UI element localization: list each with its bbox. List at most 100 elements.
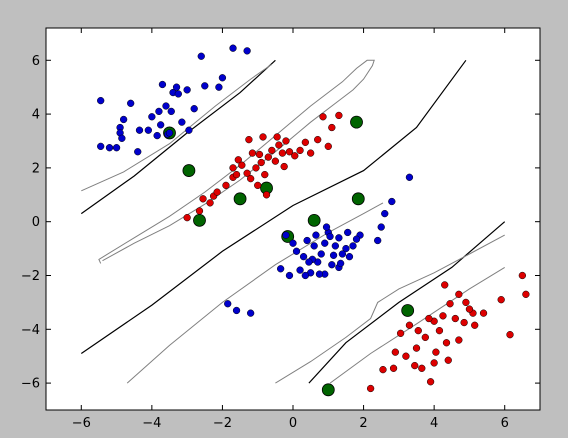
data-point-s0-6 — [148, 113, 156, 121]
data-point-s1-13 — [252, 164, 260, 172]
data-point-s1-24 — [296, 146, 304, 155]
data-point-s0-8 — [157, 121, 165, 129]
data-point-s0-42 — [338, 250, 347, 258]
data-point-s1-28 — [319, 113, 327, 121]
data-point-s1-9 — [238, 161, 246, 169]
data-point-s1-19 — [275, 141, 283, 149]
x-tick-label-0: −6 — [72, 416, 91, 431]
data-point-s1-42 — [455, 290, 463, 298]
data-point-s0-46 — [321, 239, 329, 247]
data-point-s0-71 — [301, 271, 310, 280]
data-point-s1-67 — [497, 296, 505, 304]
axes-background — [46, 28, 540, 410]
data-point-s1-76 — [465, 305, 474, 313]
y-tick-label-5: 4 — [32, 108, 40, 123]
data-point-s0-70 — [329, 251, 338, 259]
data-point-s1-18 — [271, 157, 280, 165]
data-point-s0-14 — [158, 80, 167, 89]
data-point-s1-52 — [435, 326, 444, 335]
data-point-s1-63 — [430, 359, 438, 367]
data-point-s0-4 — [135, 126, 144, 134]
y-tick-label-2: −2 — [21, 269, 40, 284]
data-point-s1-25 — [301, 138, 310, 146]
data-point-s0-41 — [342, 244, 350, 253]
decision-boundary-line-2 — [308, 221, 506, 384]
data-point-s0-19 — [218, 74, 227, 82]
data-point-s1-36 — [254, 181, 262, 190]
x-tick-label-1: −4 — [142, 416, 161, 431]
data-point-s1-58 — [396, 329, 405, 337]
support-vector-ring-9 — [401, 304, 415, 317]
data-point-s1-55 — [421, 333, 429, 342]
data-point-s0-17 — [201, 82, 209, 90]
data-point-s0-43 — [335, 234, 343, 242]
data-point-s1-75 — [389, 364, 398, 372]
data-point-s1-49 — [460, 318, 468, 327]
support-vector-ring-8 — [351, 192, 365, 206]
x-tick-label-6: 6 — [501, 416, 509, 431]
data-point-s1-50 — [471, 321, 479, 329]
data-point-s1-46 — [479, 309, 488, 317]
data-point-s0-7 — [155, 107, 163, 116]
data-point-s0-24 — [178, 118, 186, 126]
data-point-s1-72 — [425, 314, 433, 323]
data-point-s0-67 — [352, 235, 361, 243]
data-point-s1-22 — [285, 148, 294, 156]
data-point-s0-3 — [127, 99, 135, 107]
data-point-s0-0 — [97, 96, 105, 105]
data-point-s0-62 — [326, 232, 334, 241]
y-tick-label-0: −6 — [21, 377, 40, 392]
data-point-s1-23 — [291, 152, 299, 160]
data-point-s0-1 — [119, 115, 128, 124]
data-point-s1-43 — [446, 300, 454, 308]
data-point-s1-26 — [306, 149, 315, 157]
data-point-s1-47 — [439, 312, 447, 320]
data-point-s1-10 — [243, 169, 251, 177]
data-point-s0-10 — [167, 107, 175, 116]
margin-contour-line-5 — [126, 202, 384, 384]
support-vector-ring-5 — [350, 115, 363, 129]
x-tick-label-3: 0 — [289, 416, 297, 431]
margin-contour-line-3 — [81, 63, 273, 192]
data-point-s1-8 — [234, 156, 242, 164]
support-vector-ring-2 — [193, 213, 206, 227]
data-point-s1-37 — [262, 191, 271, 199]
data-point-s0-34 — [405, 173, 414, 181]
data-point-s1-17 — [268, 146, 276, 155]
data-point-s1-30 — [324, 142, 332, 151]
data-point-s0-36 — [381, 209, 389, 218]
data-point-s1-60 — [402, 352, 410, 360]
data-point-s1-69 — [522, 290, 530, 298]
data-point-s1-12 — [248, 149, 257, 157]
support-vector-ring-1 — [182, 164, 196, 177]
data-point-s1-34 — [273, 133, 281, 141]
data-point-s0-16 — [197, 52, 205, 60]
data-point-s1-70 — [506, 331, 514, 339]
data-point-s1-38 — [199, 195, 207, 203]
data-point-s0-49 — [310, 242, 318, 250]
data-point-s1-71 — [414, 326, 422, 335]
margin-contour-line-7 — [329, 266, 505, 384]
data-point-s0-37 — [377, 223, 385, 231]
data-point-s1-53 — [442, 339, 451, 347]
data-point-s1-7 — [232, 170, 241, 179]
data-point-s0-74 — [224, 300, 232, 308]
data-point-s1-16 — [264, 153, 272, 161]
decision-boundary-line-1 — [80, 59, 467, 354]
data-point-s1-44 — [462, 298, 470, 307]
data-point-s0-66 — [336, 259, 345, 268]
data-point-s1-64 — [444, 356, 452, 364]
data-point-s1-68 — [518, 271, 527, 280]
data-point-s0-26 — [97, 142, 105, 151]
data-point-s1-65 — [379, 365, 387, 374]
data-point-s0-20 — [229, 44, 237, 52]
data-point-s0-5 — [144, 126, 152, 134]
data-point-s0-21 — [243, 47, 251, 55]
data-point-s0-35 — [388, 197, 396, 206]
data-point-s1-66 — [366, 384, 375, 393]
data-point-s1-5 — [222, 181, 230, 190]
data-point-s1-35 — [229, 164, 237, 172]
data-point-s0-64 — [315, 270, 324, 278]
data-point-s0-33 — [165, 129, 174, 137]
data-point-s0-47 — [317, 250, 325, 258]
